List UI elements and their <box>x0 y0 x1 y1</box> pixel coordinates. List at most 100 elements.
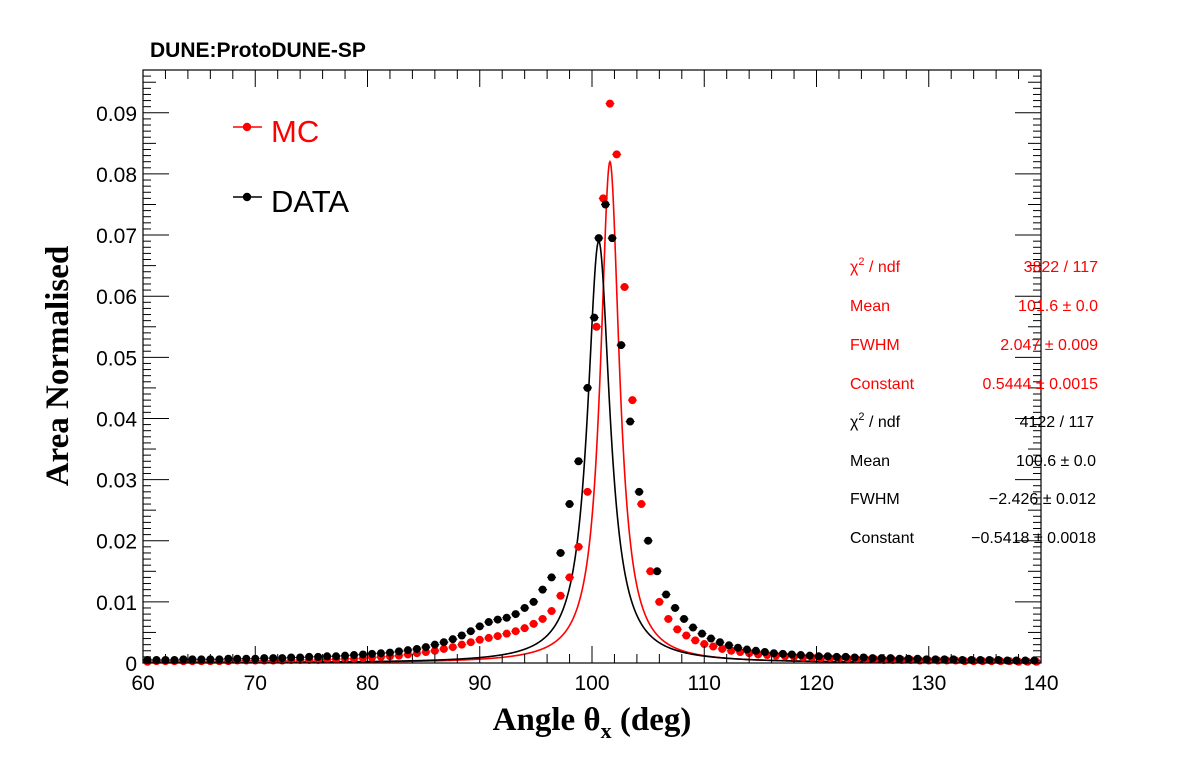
data-point <box>215 655 224 664</box>
legend-entry-data: DATA <box>233 184 349 219</box>
data-point <box>841 652 850 661</box>
stat-value: 101.6 ± 0.0 <box>1018 298 1098 315</box>
data-point <box>520 603 529 612</box>
data-point <box>332 652 341 661</box>
stat-name: χ2 / ndf <box>850 256 901 276</box>
data-point <box>439 644 448 653</box>
data-point <box>412 644 421 653</box>
data-point <box>868 654 877 663</box>
data-point <box>314 652 323 661</box>
data-point <box>565 573 574 582</box>
data-point <box>671 603 680 612</box>
data-point <box>814 652 823 661</box>
data-point <box>904 654 913 663</box>
data-point <box>242 654 251 663</box>
experiment-label: DUNE:ProtoDUNE-SP <box>150 39 366 62</box>
legend-entry-mc: MC <box>233 114 319 149</box>
data-point <box>859 653 868 662</box>
data-point <box>475 622 484 631</box>
data-point <box>608 234 617 243</box>
data-point <box>430 640 439 649</box>
data-point <box>646 567 655 576</box>
x-axis-title-subscript: x <box>601 718 612 743</box>
data-point <box>529 619 538 628</box>
data-point <box>778 649 787 658</box>
data-point <box>796 651 805 660</box>
data-point <box>620 283 629 292</box>
data-point <box>922 655 931 664</box>
data-point <box>592 322 601 331</box>
y-axis-ticks: 0 0.01 0.02 0.03 0.04 0.05 0.06 0.07 0.08 0.09 <box>96 69 1041 676</box>
data-point <box>457 640 466 649</box>
data-point <box>457 631 466 640</box>
data-point <box>715 638 724 647</box>
data-point <box>976 655 985 664</box>
stat-name: χ2 / ndf <box>850 411 901 431</box>
data-point <box>224 654 233 663</box>
data-point <box>430 646 439 655</box>
x-tick-label: 80 <box>356 672 379 695</box>
data-point <box>574 542 583 551</box>
y-tick-label: 0.08 <box>96 164 137 187</box>
data-point <box>448 635 457 644</box>
stat-value: 0.5444 ± 0.0015 <box>982 376 1098 393</box>
data-point <box>287 653 296 662</box>
data-point <box>599 194 608 203</box>
data-point <box>698 629 707 638</box>
data-point <box>350 651 359 660</box>
data-point <box>493 615 502 624</box>
data-point <box>706 634 715 643</box>
data-point <box>475 635 484 644</box>
data-point <box>520 624 529 633</box>
x-tick-label: 140 <box>1023 672 1058 695</box>
data-point <box>583 487 592 496</box>
stat-value: −2.426 ± 0.012 <box>989 491 1096 508</box>
data-point <box>733 643 742 652</box>
stats-mc: χ2 / ndf 3822 / 117 Mean 101.6 ± 0.0 FWH… <box>850 256 1098 393</box>
fit-stats-box: χ2 / ndf 3822 / 117 Mean 101.6 ± 0.0 FWH… <box>850 256 1098 547</box>
data-point <box>985 655 994 664</box>
data-point <box>805 651 814 660</box>
legend-marker-data <box>242 192 252 202</box>
x-tick-label: 60 <box>131 672 154 695</box>
data-point <box>466 627 475 636</box>
data-point <box>376 649 385 658</box>
stat-value: 2.047 ± 0.009 <box>1000 337 1098 354</box>
data-point <box>502 613 511 622</box>
legend-label-data: DATA <box>271 184 349 219</box>
data-point <box>823 652 832 661</box>
data-point <box>673 625 682 634</box>
data-point <box>233 654 242 663</box>
y-tick-label: 0.02 <box>96 531 137 554</box>
data-point <box>760 647 769 656</box>
data-point <box>664 614 673 623</box>
x-axis-ticks: 60 70 80 90 100 110 120 130 140 <box>131 70 1059 695</box>
y-tick-label: 0 <box>125 653 137 676</box>
data-point <box>394 647 403 656</box>
data-point <box>493 632 502 641</box>
y-tick-label: 0.03 <box>96 470 137 493</box>
x-tick-label: 70 <box>244 672 267 695</box>
y-tick-label: 0.01 <box>96 592 137 615</box>
data-point <box>556 591 565 600</box>
stat-name: Mean <box>850 453 890 470</box>
data-point <box>626 417 635 426</box>
data-point <box>594 234 603 243</box>
data-point <box>511 610 520 619</box>
legend: MC DATA <box>233 114 349 219</box>
stat-name: Constant <box>850 530 915 547</box>
data-point <box>689 623 698 632</box>
data-point <box>152 655 161 664</box>
legend-marker-mc <box>242 122 252 132</box>
stat-value: 4122 / 117 <box>1020 414 1095 431</box>
data-point <box>448 643 457 652</box>
data-point <box>895 654 904 663</box>
y-tick-label: 0.04 <box>96 408 137 431</box>
stat-value: 100.6 ± 0.0 <box>1016 453 1096 470</box>
data-point <box>850 653 859 662</box>
y-tick-label: 0.06 <box>96 286 137 309</box>
data-point <box>179 655 188 664</box>
x-tick-label: 130 <box>911 672 946 695</box>
stats-data: χ2 / ndf 4122 / 117 Mean 100.6 ± 0.0 FWH… <box>850 411 1096 547</box>
